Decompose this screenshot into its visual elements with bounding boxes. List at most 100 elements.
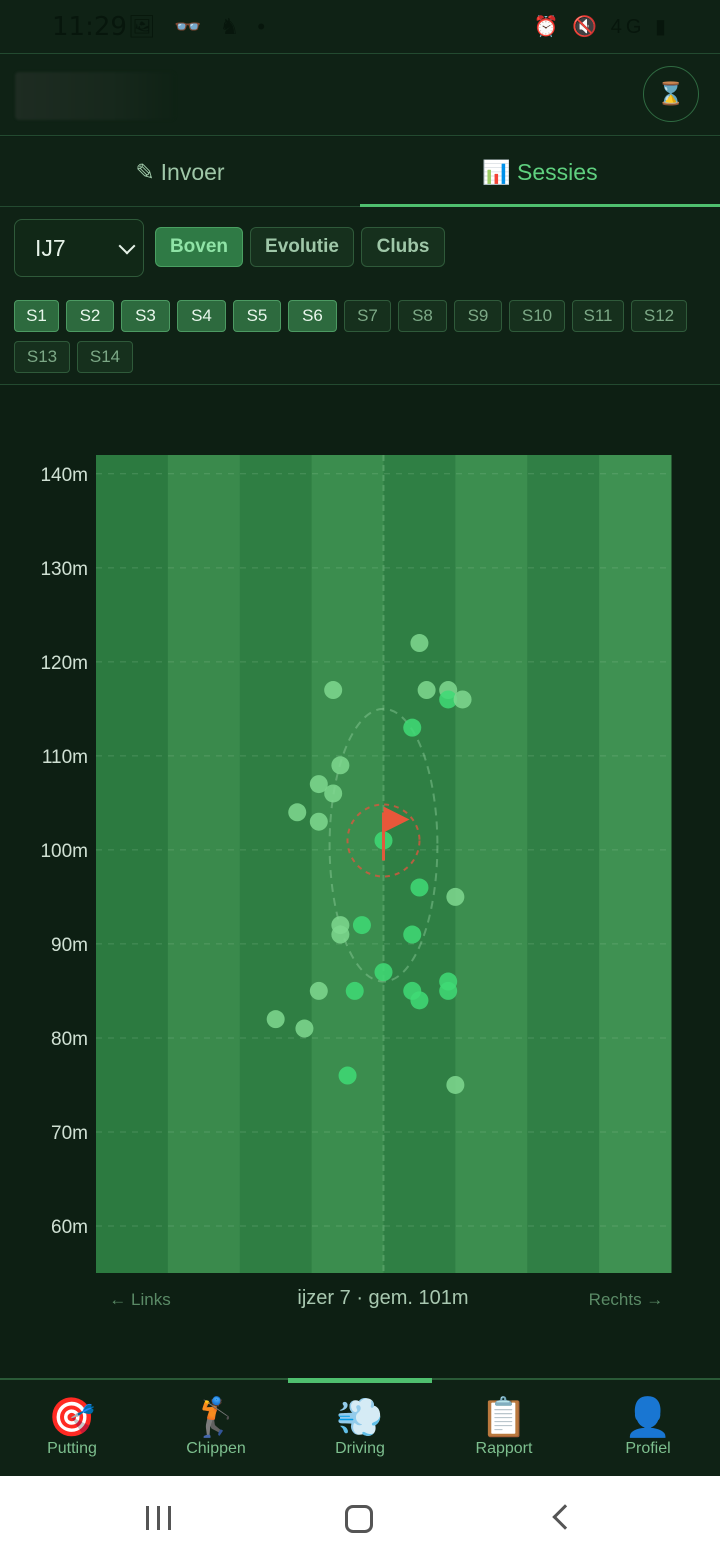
tab-invoer-label: Invoer [160, 158, 225, 185]
fairway-stripe [455, 455, 528, 1273]
fairway-stripe [527, 455, 600, 1273]
nav-chippen[interactable]: 🏌 Chippen [144, 1380, 288, 1476]
shot-point [309, 981, 328, 1000]
fairway-stripe [383, 455, 456, 1273]
nav-chippen-label: Chippen [186, 1440, 246, 1457]
shot-dispersion-chart: 140m 130m 120m 110m 100m 90m 80m 70m 60m ← Links… [0, 385, 720, 1378]
status-time: 11:29 [52, 12, 127, 42]
session-chip-s1[interactable]: S1 [14, 300, 59, 332]
shot-point [439, 981, 458, 1000]
app-logo [15, 72, 175, 120]
session-chip-s13[interactable]: S13 [14, 341, 70, 373]
back-icon[interactable] [552, 1504, 578, 1530]
home-icon[interactable] [345, 1505, 373, 1533]
session-chip-s11[interactable]: S11 [572, 300, 624, 332]
session-chip-s8[interactable]: S8 [398, 300, 447, 332]
y-tick-label: 80m [51, 1029, 88, 1050]
dispersion-ellipse [328, 707, 439, 983]
x-right-label: Rechts → [589, 1290, 664, 1309]
session-chip-s7[interactable]: S7 [344, 300, 391, 332]
view-evolutie-button[interactable]: Evolutie [250, 227, 354, 267]
notification-icons: 🖼 👓 ♞ • [128, 14, 272, 39]
x-left-label: ← Links [109, 1290, 170, 1309]
session-chip-s6[interactable]: S6 [288, 300, 337, 332]
shot-point [324, 681, 343, 700]
user-icon: 👤 [624, 1397, 672, 1439]
flag-icon [382, 806, 410, 861]
pencil-icon: ✎ [135, 158, 155, 185]
shot-point [331, 756, 350, 775]
clipboard-icon: 📋 [480, 1397, 528, 1439]
chart-caption: ijzer 7 · gem. 101m [297, 1287, 468, 1309]
target-ring [346, 803, 421, 878]
target-icon: 🎯 [48, 1397, 96, 1439]
nav-putting[interactable]: 🎯 Putting [0, 1380, 144, 1476]
shot-point [439, 690, 458, 709]
y-tick-label: 110m [42, 747, 88, 768]
session-chip-s3[interactable]: S3 [121, 300, 170, 332]
tab-invoer[interactable]: ✎ Invoer [0, 137, 360, 207]
fairway-stripe [167, 455, 241, 1273]
shot-point [331, 925, 350, 944]
tab-bar: ✎ Invoer 📊 Sessies [0, 137, 720, 207]
club-select-value: IJ7 [35, 234, 66, 261]
shot-point [345, 981, 364, 1000]
dispersion-svg: 140m 130m 120m 110m 100m 90m 80m 70m 60m ← Links… [40, 455, 672, 1309]
system-navigation-bar [0, 1476, 720, 1560]
shot-point [446, 1075, 465, 1094]
y-tick-label: 90m [51, 935, 88, 956]
shot-point [288, 803, 307, 822]
chevron-down-icon [118, 237, 136, 255]
nav-rapport-label: Rapport [475, 1440, 533, 1457]
fairway-stripe [311, 455, 384, 1273]
tab-sessies[interactable]: 📊 Sessies [360, 137, 720, 207]
y-tick-label: 130m [40, 559, 88, 580]
club-select[interactable]: IJ7 [14, 219, 144, 277]
shot-point [324, 784, 343, 803]
shot-point [309, 812, 328, 831]
shot-point [410, 878, 429, 897]
bottom-navigation: 🎯 Putting 🏌 Chippen 💨 Driving 📋 Rapport … [0, 1378, 720, 1476]
nav-driving[interactable]: 💨 Driving [288, 1380, 432, 1476]
session-chip-s9[interactable]: S9 [454, 300, 502, 332]
y-tick-label: 70m [51, 1123, 88, 1144]
nav-profiel-label: Profiel [625, 1440, 671, 1457]
shot-point [352, 916, 371, 935]
wind-icon: 💨 [336, 1397, 384, 1439]
shot-point [417, 681, 436, 700]
nav-putting-label: Putting [47, 1440, 97, 1457]
golfer-icon: 🏌 [192, 1397, 240, 1439]
app-bar [0, 54, 720, 136]
tab-sessies-label: Sessies [517, 158, 598, 185]
shot-point [338, 1066, 357, 1085]
nav-profiel[interactable]: 👤 Profiel [576, 1380, 720, 1476]
system-status-icons: ⏰ 🔇 4G ▮ [533, 16, 670, 38]
session-chip-s5[interactable]: S5 [233, 300, 281, 332]
shot-point [266, 1010, 285, 1029]
y-tick-label: 140m [40, 465, 88, 486]
view-boven-button[interactable]: Boven [155, 227, 243, 267]
session-selector: S1 S2 S3 S4 S5 S6 S7 S8 S9 S10 S11 S12 S… [0, 293, 720, 385]
session-chip-s12[interactable]: S12 [631, 300, 687, 332]
session-chip-s10[interactable]: S10 [509, 300, 565, 332]
y-tick-label: 60m [51, 1217, 88, 1238]
session-chip-s2[interactable]: S2 [66, 300, 114, 332]
shot-point [410, 991, 429, 1010]
fairway-stripe [96, 455, 169, 1273]
recent-apps-icon[interactable] [146, 1506, 172, 1530]
shot-point [446, 887, 465, 906]
bar-chart-icon: 📊 [482, 158, 512, 185]
nav-rapport[interactable]: 📋 Rapport [432, 1380, 576, 1476]
filter-bar: IJ7 Boven Evolutie Clubs [0, 207, 720, 293]
nav-driving-label: Driving [335, 1440, 385, 1457]
session-chip-s14[interactable]: S14 [77, 341, 133, 373]
fairway-stripe [599, 455, 672, 1273]
active-nav-indicator [288, 1378, 432, 1383]
hourglass-icon[interactable]: ⌛ [643, 66, 699, 122]
view-clubs-button[interactable]: Clubs [361, 227, 445, 267]
shot-point [309, 775, 328, 794]
session-chip-s4[interactable]: S4 [177, 300, 226, 332]
y-tick-label: 100m [40, 841, 88, 862]
shot-point [374, 963, 393, 982]
shot-point [410, 634, 429, 653]
